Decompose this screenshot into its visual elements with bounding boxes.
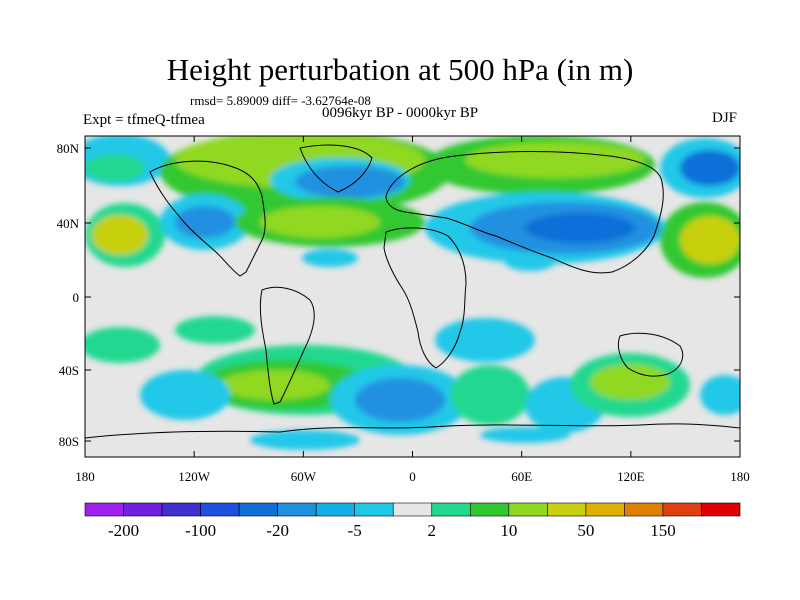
period-label: 0096kyr BP - 0000kyr BP: [322, 105, 479, 121]
contour-region: [140, 370, 230, 420]
colorbar-swatch: [392, 502, 433, 517]
contour-region: [525, 213, 635, 243]
contour-region: [435, 318, 535, 362]
colorbar-label: -100: [185, 521, 216, 540]
colorbar-label: -5: [348, 521, 362, 540]
colorbar-swatch: [238, 502, 278, 517]
colorbar-swatch: [469, 502, 510, 517]
colorbar-swatch: [161, 502, 201, 517]
lon-label: 60W: [291, 469, 317, 484]
colorbar-swatch: [277, 502, 317, 517]
colorbar-swatch: [123, 502, 163, 517]
colorbar-label: -200: [108, 521, 139, 540]
contour-region: [260, 206, 380, 238]
colorbar: -200 -100 -20 -5 2 10 50 150: [84, 502, 741, 540]
lat-label: 0: [73, 290, 80, 305]
stats-text: rmsd= 5.89009 diff= -3.62764e-08: [190, 93, 371, 108]
lat-label: 40N: [57, 216, 80, 231]
lat-label: 80S: [59, 434, 79, 449]
contour-region: [465, 142, 645, 178]
colorbar-label: 50: [577, 521, 594, 540]
contour-region: [175, 316, 255, 344]
colorbar-swatch: [354, 502, 394, 517]
contour-region: [175, 206, 235, 238]
contour-region: [220, 370, 330, 400]
contour-region: [480, 427, 570, 443]
contour-region: [85, 327, 160, 363]
colorbar-label: 2: [428, 521, 437, 540]
coastline-antarctica: [85, 423, 740, 439]
colorbar-label: 10: [500, 521, 517, 540]
contour-region: [92, 215, 148, 255]
lon-label: 120W: [178, 469, 211, 484]
map-title: Height perturbation at 500 hPa (in m): [166, 52, 634, 87]
contour-region: [680, 216, 740, 264]
contour-region: [355, 378, 445, 422]
colorbar-swatch: [431, 502, 471, 517]
contour-region: [700, 375, 740, 415]
lon-label: 120E: [617, 469, 645, 484]
contour-region: [250, 430, 360, 450]
colorbar-label: -20: [266, 521, 289, 540]
contour-region: [450, 365, 530, 425]
lon-label: 0: [409, 469, 416, 484]
colorbar-swatch: [585, 502, 625, 517]
colorbar-swatch: [701, 502, 741, 517]
contour-region: [302, 249, 358, 267]
colorbar-swatch: [624, 502, 664, 517]
colorbar-swatch: [84, 502, 124, 517]
colorbar-label: 150: [650, 521, 676, 540]
coastline-eurasia: [385, 151, 664, 274]
season-label: DJF: [712, 110, 738, 126]
coastlines: [85, 144, 740, 439]
coastline-australia: [617, 332, 684, 377]
colorbar-swatch: [315, 502, 356, 517]
lon-label: 60E: [511, 469, 532, 484]
coastline-north-america: [149, 160, 266, 277]
colorbar-swatch: [662, 502, 702, 517]
colorbar-swatch: [547, 502, 587, 517]
contour-region: [680, 150, 740, 186]
lat-label: 40S: [59, 363, 79, 378]
colorbar-swatch: [508, 502, 548, 517]
coastline-greenland: [299, 144, 373, 193]
axis-ticks: 80N 40N 0 40S 80S 180 120W 60W 0 60E 120E 180: [57, 136, 750, 484]
contour-region: [85, 154, 145, 182]
colorbar-swatch: [200, 502, 240, 517]
coastline-south-america: [259, 286, 315, 405]
lon-label: 180: [75, 469, 95, 484]
contour-region: [295, 166, 405, 198]
contour-region: [505, 253, 555, 271]
experiment-label: Expt = tfmeQ-tfmea: [83, 112, 205, 128]
contour-fill: [85, 136, 740, 450]
contour-region: [590, 364, 670, 400]
coastline-africa: [383, 227, 467, 369]
lon-label: 180: [730, 469, 750, 484]
lat-label: 80N: [57, 141, 80, 156]
